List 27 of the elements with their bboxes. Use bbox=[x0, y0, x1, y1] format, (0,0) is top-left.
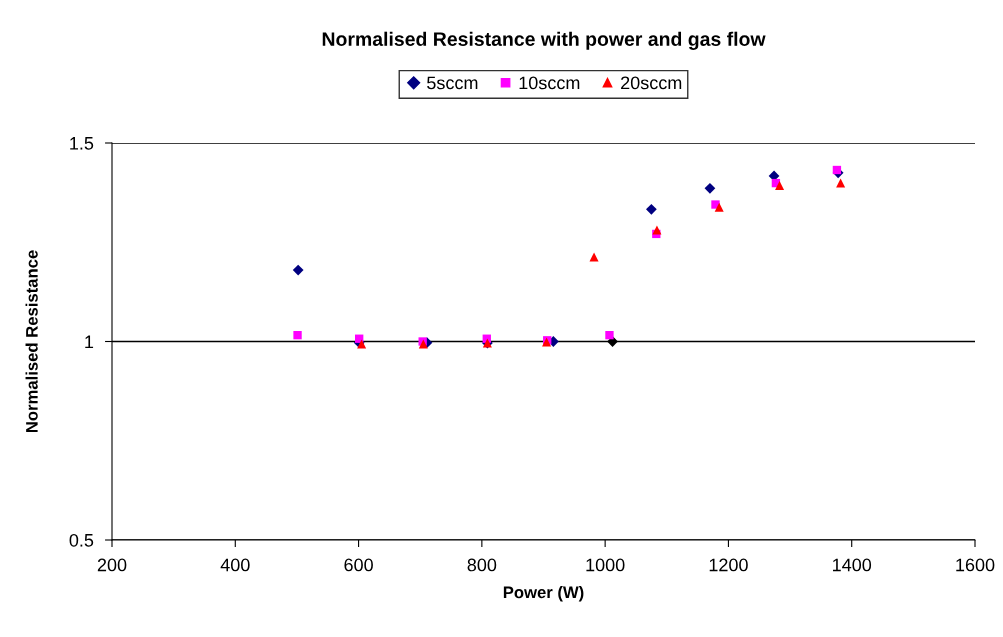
point bbox=[646, 203, 657, 215]
point bbox=[292, 264, 304, 276]
point bbox=[293, 330, 302, 340]
point bbox=[589, 252, 599, 262]
x-tick-label: 1400 bbox=[833, 558, 872, 572]
point bbox=[704, 182, 716, 194]
point bbox=[836, 178, 846, 188]
y-tick-label: 1 bbox=[85, 335, 94, 349]
x-tick-label: 600 bbox=[344, 558, 373, 572]
legend-label: 10sccm bbox=[519, 76, 580, 90]
x-tick-label: 1600 bbox=[956, 558, 995, 572]
point bbox=[605, 330, 614, 340]
legend-label: 5sccm bbox=[427, 76, 478, 90]
x-tick-label: 400 bbox=[220, 558, 250, 572]
point bbox=[714, 202, 724, 212]
point bbox=[832, 165, 842, 175]
y-tick-label: 0.5 bbox=[69, 533, 94, 547]
x-tick-label: 1200 bbox=[709, 558, 748, 572]
point bbox=[775, 180, 785, 190]
y-tick-label: 1.5 bbox=[70, 137, 94, 150]
x-tick-label: 1000 bbox=[586, 558, 625, 572]
legend-label: 20sccm bbox=[621, 76, 682, 90]
x-tick-label: 800 bbox=[467, 558, 497, 572]
x-axis-title: Power (W) bbox=[503, 586, 584, 602]
x-tick-label: 200 bbox=[97, 558, 127, 572]
chart-title: Normalised Resistance with power and gas flow bbox=[322, 31, 766, 50]
y-axis-title: Normalised Resistance bbox=[25, 250, 38, 433]
